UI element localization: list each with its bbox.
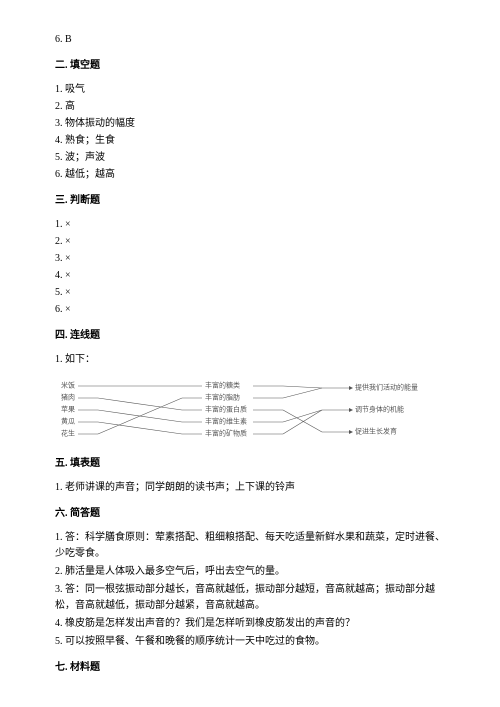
- s2-item: 2. 高: [55, 99, 445, 115]
- s2-item: 3. 物体振动的幅度: [55, 116, 445, 132]
- s2-item: 4. 熟食；生食: [55, 133, 445, 149]
- section-6-heading: 六. 简答题: [55, 506, 445, 522]
- svg-text:米饭: 米饭: [61, 381, 75, 390]
- s6-item: 1. 答：科学膳食原则：荤素搭配、粗细粮搭配、每天吃适量新鲜水果和蔬菜，定时进餐…: [55, 530, 445, 562]
- section-5-heading: 五. 填表题: [55, 456, 445, 472]
- svg-text:丰富的脂肪: 丰富的脂肪: [205, 393, 240, 402]
- s3-item: 3. ×: [55, 251, 445, 267]
- section-4-heading: 四. 连线题: [55, 328, 445, 344]
- matching-diagram: 米饭猪肉苹果黄瓜花生 丰富的糖类丰富的脂肪丰富的蛋白质丰富的维生素丰富的矿物质 提供…: [55, 378, 445, 442]
- svg-text:提供我们活动的能量: 提供我们活动的能量: [355, 383, 418, 392]
- s2-item: 5. 波；声波: [55, 150, 445, 166]
- top-answer: 6. B: [55, 32, 445, 48]
- section-2-heading: 二. 填空题: [55, 58, 445, 74]
- s3-item: 5. ×: [55, 285, 445, 301]
- svg-text:花生: 花生: [61, 429, 75, 438]
- s4-intro: 1. 如下：: [55, 352, 445, 368]
- section-3-list: 1. × 2. × 3. × 4. × 5. × 6. ×: [55, 217, 445, 318]
- s6-item: 5. 可以按照早餐、午餐和晚餐的顺序统计一天中吃过的食物。: [55, 634, 445, 650]
- section-2-list: 1. 吸气 2. 高 3. 物体振动的幅度 4. 熟食；生食 5. 波；声波 6…: [55, 82, 445, 183]
- s3-item: 4. ×: [55, 268, 445, 284]
- s2-item: 1. 吸气: [55, 82, 445, 98]
- section-6-list: 1. 答：科学膳食原则：荤素搭配、粗细粮搭配、每天吃适量新鲜水果和蔬菜，定时进餐…: [55, 530, 445, 650]
- s6-item: 4. 橡皮筋是怎样发出声音的？我们是怎样听到橡皮筋发出的声音的？: [55, 616, 445, 632]
- svg-text:丰富的蛋白质: 丰富的蛋白质: [205, 405, 247, 414]
- svg-text:丰富的矿物质: 丰富的矿物质: [205, 429, 247, 438]
- svg-text:丰富的糖类: 丰富的糖类: [205, 381, 240, 390]
- section-5-list: 1. 老师讲课的声音；同学朗朗的读书声；上下课的铃声: [55, 480, 445, 496]
- svg-text:丰富的维生素: 丰富的维生素: [205, 417, 247, 426]
- section-3-heading: 三. 判断题: [55, 193, 445, 209]
- s2-item: 6. 越低；越高: [55, 167, 445, 183]
- s6-item: 2. 肺活量是人体吸入最多空气后，呼出去空气的量。: [55, 564, 445, 580]
- svg-text:猪肉: 猪肉: [61, 393, 75, 402]
- svg-text:苹果: 苹果: [61, 405, 75, 414]
- s5-item: 1. 老师讲课的声音；同学朗朗的读书声；上下课的铃声: [55, 480, 445, 496]
- section-7-heading: 七. 材料题: [55, 660, 445, 676]
- s6-item: 3. 答：同一根弦振动部分越长，音高就越低，振动部分越短，音高就越高；振动部分越…: [55, 582, 445, 614]
- s3-item: 6. ×: [55, 302, 445, 318]
- matching-diagram-svg: 米饭猪肉苹果黄瓜花生 丰富的糖类丰富的脂肪丰富的蛋白质丰富的维生素丰富的矿物质 提供…: [55, 378, 445, 442]
- svg-text:促进生长发育: 促进生长发育: [355, 427, 397, 436]
- svg-text:黄瓜: 黄瓜: [61, 417, 75, 426]
- svg-text:调节身体的机能: 调节身体的机能: [355, 405, 404, 414]
- s3-item: 2. ×: [55, 234, 445, 250]
- s3-item: 1. ×: [55, 217, 445, 233]
